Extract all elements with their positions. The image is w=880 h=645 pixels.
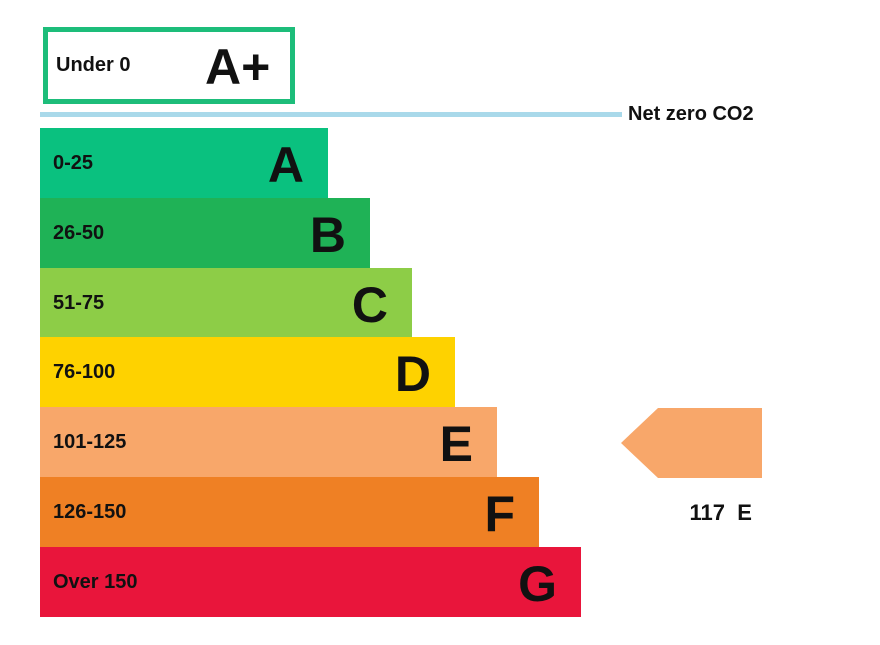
rating-band-letter: D [394, 346, 431, 402]
net-zero-line [40, 112, 622, 117]
rating-band-letter: B [309, 207, 346, 263]
rating-band-letter: C [351, 277, 388, 333]
rating-band-g: Over 150 G [40, 547, 581, 617]
rating-band-range: 126-150 [53, 501, 127, 523]
rating-band-e: 101-125 E [40, 407, 497, 477]
rating-band-a: 0-25 A [40, 128, 328, 198]
current-rating-value: 117 [689, 500, 725, 525]
rating-band-range: 26-50 [53, 222, 105, 244]
rating-band-range: Over 150 [53, 571, 138, 593]
rating-band-c: 51-75 C [40, 268, 412, 338]
aplus-band: Under 0 A+ [43, 27, 295, 104]
rating-band-range: 0-25 [53, 152, 94, 174]
aplus-band-letter: A+ [205, 39, 271, 95]
current-rating-letter: E [737, 500, 752, 525]
rating-band-letter: G [518, 556, 557, 612]
rating-band-range: 76-100 [53, 361, 116, 383]
aplus-band-range: Under 0 [56, 54, 131, 76]
rating-band-d: 76-100 D [40, 337, 455, 407]
rating-band-letter: E [439, 416, 473, 472]
rating-band-letter: F [484, 486, 515, 542]
rating-band-range: 101-125 [53, 431, 127, 453]
rating-band-b: 26-50 B [40, 198, 370, 268]
rating-band-range: 51-75 [53, 292, 105, 314]
rating-band-letter: A [267, 137, 304, 193]
current-rating-arrow-shape [621, 408, 762, 478]
current-rating-text: 117 E [665, 408, 751, 525]
rating-band-f: 126-150 F [40, 477, 539, 547]
net-zero-label: Net zero CO2 [628, 103, 754, 125]
current-rating-arrow: 117 E [621, 408, 762, 525]
